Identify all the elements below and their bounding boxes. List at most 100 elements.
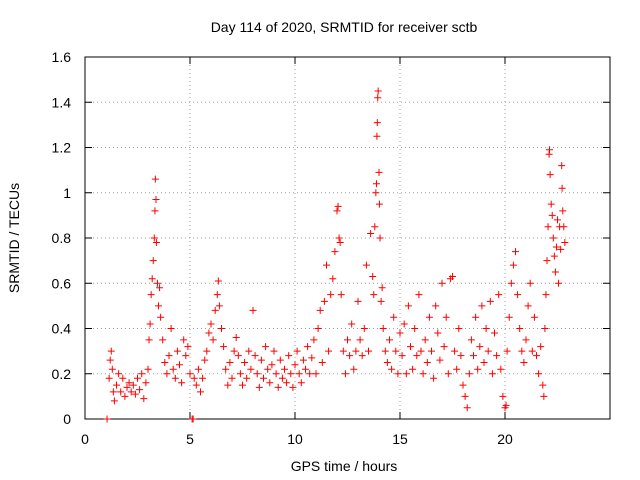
data-point: [375, 168, 383, 176]
data-point: [543, 257, 551, 265]
data-point: [472, 313, 480, 321]
data-point: [230, 347, 238, 355]
data-point: [119, 374, 127, 382]
data-point: [379, 325, 387, 332]
data-point: [148, 275, 156, 283]
data-point: [278, 374, 286, 382]
data-point: [526, 279, 534, 287]
data-point: [482, 325, 490, 332]
data-point: [402, 370, 410, 378]
data-point: [537, 343, 545, 351]
data-point: [334, 202, 342, 210]
data-point: [320, 297, 328, 305]
data-point: [411, 325, 419, 332]
data-point: [165, 352, 173, 360]
data-point: [419, 370, 427, 378]
data-point: [312, 370, 320, 378]
data-point: [151, 175, 159, 183]
data-point: [314, 325, 322, 332]
data-point: [509, 261, 517, 269]
data-point: [306, 370, 314, 378]
data-point: [377, 297, 385, 305]
data-point: [348, 320, 356, 328]
data-point: [438, 279, 446, 287]
data-point: [142, 379, 150, 387]
grid: [85, 57, 610, 419]
data-point: [444, 370, 452, 378]
data-point: [559, 207, 567, 215]
data-point: [383, 358, 391, 366]
data-point: [266, 379, 274, 387]
data-point: [253, 370, 261, 378]
data-point: [336, 239, 344, 247]
data-point: [199, 374, 207, 382]
x-tick-label: 0: [81, 431, 89, 447]
y-tick-label: 0.6: [52, 275, 72, 291]
data-point: [369, 272, 377, 280]
data-point: [400, 320, 408, 328]
data-point: [243, 374, 251, 382]
data-point: [375, 200, 383, 208]
data-point: [228, 374, 236, 382]
data-point: [455, 325, 463, 332]
x-tick-label: 15: [392, 431, 408, 447]
data-point: [155, 302, 162, 310]
data-point: [370, 291, 378, 299]
data-point: [396, 329, 404, 337]
data-point: [173, 347, 181, 355]
data-point: [318, 358, 326, 366]
data-point: [103, 415, 111, 423]
data-point: [125, 379, 133, 387]
data-point: [518, 347, 526, 355]
data-point: [308, 354, 316, 362]
data-point: [144, 365, 152, 373]
data-point: [257, 356, 265, 364]
data-point: [528, 347, 536, 355]
data-point: [507, 279, 515, 287]
data-point: [502, 401, 510, 409]
data-point: [470, 352, 477, 360]
data-point: [386, 336, 393, 344]
data-point: [467, 336, 475, 344]
data-point: [547, 200, 555, 208]
data-point: [157, 313, 165, 321]
data-point: [147, 291, 155, 299]
data-point: [186, 370, 194, 378]
data-point: [105, 374, 113, 382]
data-point: [331, 248, 339, 256]
data-point: [167, 325, 175, 332]
data-point: [540, 392, 548, 400]
data-point: [555, 279, 563, 287]
data-point: [449, 272, 456, 280]
data-point: [251, 352, 259, 360]
data-point: [255, 383, 263, 391]
data-point: [337, 291, 345, 299]
data-point: [260, 374, 267, 382]
data-point: [232, 334, 240, 342]
data-point: [302, 365, 309, 373]
data-point: [178, 379, 186, 387]
data-point: [297, 379, 305, 387]
data-point: [234, 352, 242, 360]
data-point: [115, 370, 123, 378]
data-point: [451, 347, 459, 355]
data-point: [171, 374, 179, 382]
data-point: [220, 343, 228, 351]
data-point: [413, 352, 421, 360]
data-point: [134, 374, 141, 382]
data-point: [211, 306, 219, 314]
data-point: [503, 347, 511, 355]
data-point: [373, 119, 381, 127]
data-point: [241, 358, 249, 366]
data-point: [310, 336, 318, 344]
data-point: [546, 171, 554, 179]
data-point: [428, 347, 435, 355]
data-point: [295, 370, 303, 378]
data-point: [127, 388, 135, 396]
data-point: [350, 365, 358, 373]
data-point: [153, 279, 161, 287]
data-point: [190, 374, 198, 382]
data-point: [425, 313, 433, 321]
data-point: [207, 320, 215, 328]
data-point: [541, 325, 549, 332]
